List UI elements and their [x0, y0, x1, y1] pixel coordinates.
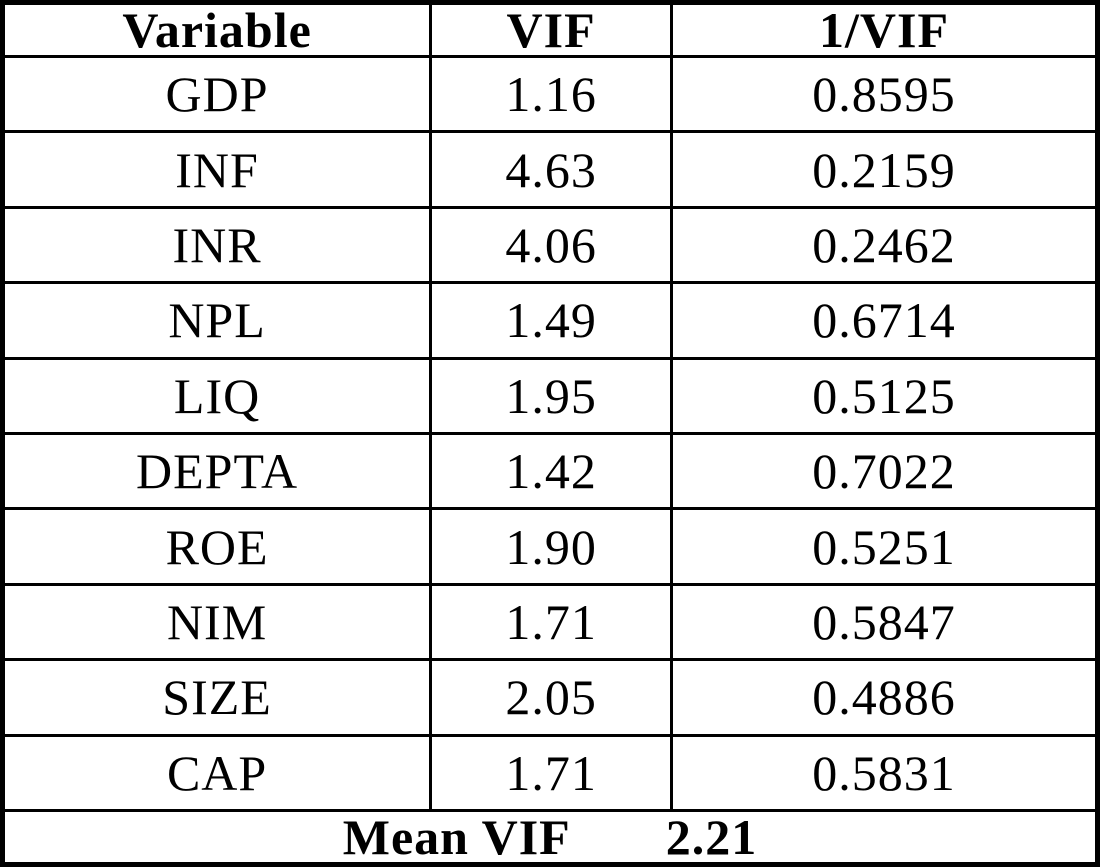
mean-vif-value: 2.21 [665, 809, 758, 865]
table-row: NPL 1.49 0.6714 [0, 281, 1099, 360]
table-row: DEPTA 1.42 0.7022 [0, 431, 1099, 511]
column-header-inv-vif: 1/VIF [670, 1, 1099, 58]
inv-vif-cell: 0.5831 [670, 733, 1099, 813]
inv-vif-cell: 0.4886 [670, 658, 1099, 737]
vif-cell: 1.95 [429, 356, 674, 435]
table-row: LIQ 1.95 0.5125 [0, 356, 1099, 435]
vif-cell: 1.42 [429, 431, 674, 511]
inv-vif-cell: 0.5251 [670, 507, 1099, 586]
table-row: GDP 1.16 0.8595 [0, 54, 1099, 134]
inv-vif-cell: 0.7022 [670, 431, 1099, 511]
vif-cell: 4.63 [429, 130, 674, 209]
column-header-variable: Variable [0, 1, 433, 58]
inv-vif-cell: 0.2462 [670, 205, 1099, 285]
table-row: INF 4.63 0.2159 [0, 130, 1099, 209]
header-row: Variable VIF 1/VIF [0, 1, 1099, 58]
table-row: SIZE 2.05 0.4886 [0, 658, 1099, 737]
vif-cell: 2.05 [429, 658, 674, 737]
inv-vif-cell: 0.2159 [670, 130, 1099, 209]
vif-cell: 1.71 [429, 582, 674, 662]
variable-cell: NIM [0, 582, 433, 662]
variable-cell: INR [0, 205, 433, 285]
variable-cell: SIZE [0, 658, 433, 737]
table-row: INR 4.06 0.2462 [0, 205, 1099, 285]
inv-vif-cell: 0.8595 [670, 54, 1099, 134]
vif-cell: 1.71 [429, 733, 674, 813]
mean-vif-label: Mean VIF [342, 809, 571, 865]
inv-vif-cell: 0.6714 [670, 281, 1099, 360]
inv-vif-cell: 0.5125 [670, 356, 1099, 435]
variable-cell: ROE [0, 507, 433, 586]
column-header-vif: VIF [429, 1, 674, 58]
inv-vif-cell: 0.5847 [670, 582, 1099, 662]
vif-cell: 1.49 [429, 281, 674, 360]
variable-cell: CAP [0, 733, 433, 813]
mean-vif-cell: Mean VIF 2.21 [1, 809, 1099, 866]
table-row: CAP 1.71 0.5831 [0, 733, 1099, 813]
variable-cell: DEPTA [0, 431, 433, 511]
variable-cell: GDP [0, 54, 433, 134]
variable-cell: INF [0, 130, 433, 209]
vif-cell: 4.06 [429, 205, 674, 285]
variable-cell: LIQ [0, 356, 433, 435]
table-row: ROE 1.90 0.5251 [0, 507, 1099, 586]
variable-cell: NPL [0, 281, 433, 360]
footer-row: Mean VIF 2.21 [1, 809, 1099, 866]
table-row: NIM 1.71 0.5847 [0, 582, 1099, 662]
vif-cell: 1.90 [429, 507, 674, 586]
vif-cell: 1.16 [429, 54, 674, 134]
